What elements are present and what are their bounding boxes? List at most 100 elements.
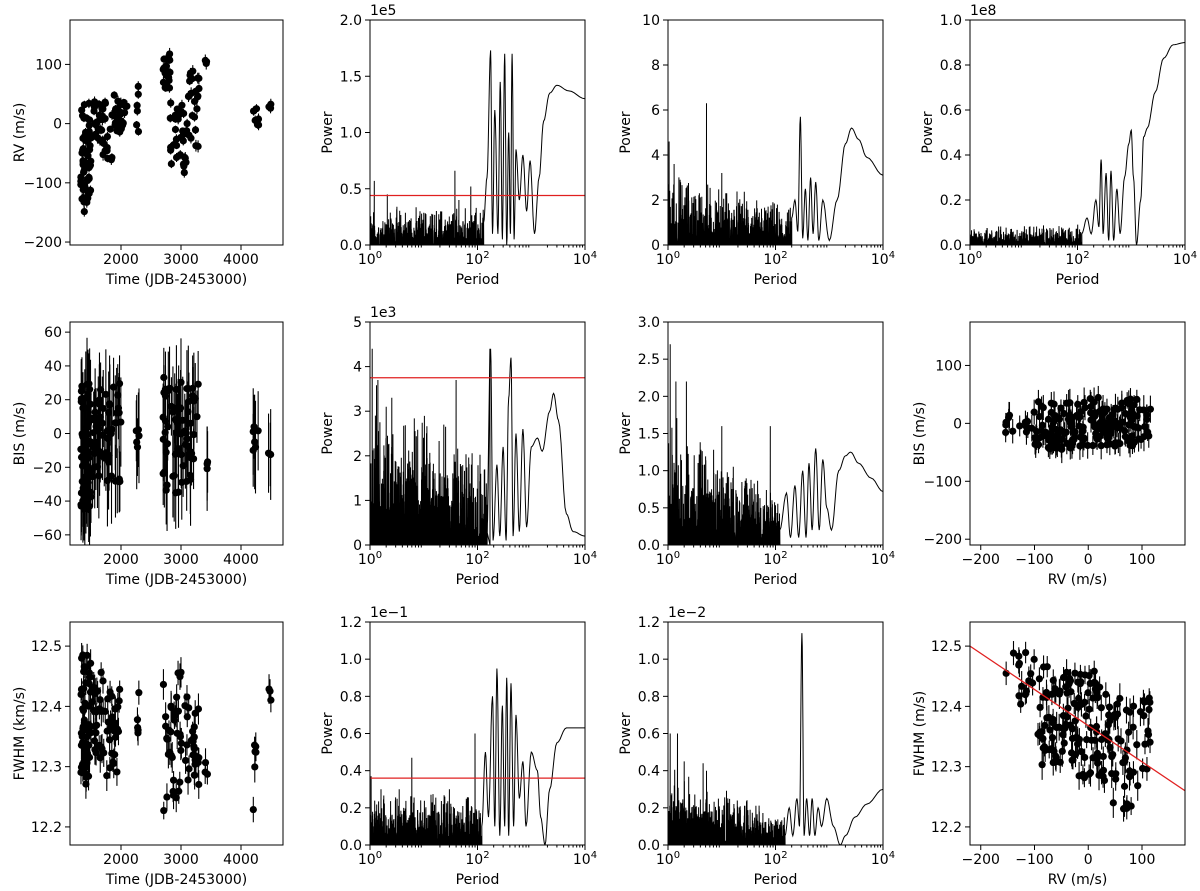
- tick-label: 0: [1084, 852, 1093, 868]
- tick-label: −60: [32, 528, 62, 544]
- data-point: [91, 408, 99, 416]
- y-axis-label: Power: [920, 111, 936, 154]
- data-point: [87, 414, 95, 422]
- data-point: [89, 706, 98, 715]
- tick-label: 0.4: [940, 148, 962, 164]
- plot-area: [970, 641, 1185, 822]
- tick-label: 100: [656, 850, 680, 868]
- tick-label: 12.3: [931, 760, 962, 776]
- tick-label: 0: [53, 427, 62, 443]
- tick-label: 4: [651, 148, 660, 164]
- data-point: [1062, 428, 1070, 436]
- data-point: [1045, 713, 1053, 721]
- data-point: [1139, 764, 1147, 773]
- tick-label: 12.5: [931, 639, 962, 655]
- data-point: [79, 157, 87, 165]
- tick-label: 2.5: [638, 352, 660, 368]
- data-point: [111, 419, 119, 427]
- tick-label: 0.5: [638, 501, 660, 517]
- data-point: [1075, 735, 1084, 744]
- tick-label: 102: [465, 550, 489, 568]
- data-point: [1028, 679, 1037, 687]
- chart-rv_time: 2000 3000 4000 −200 −100 0 100 Time (JDB-245300…: [12, 19, 284, 288]
- data-point: [1085, 671, 1093, 680]
- x-axis-label: Time (JDB-2453000): [105, 872, 248, 888]
- tick-label: 104: [573, 850, 597, 868]
- data-point: [115, 697, 123, 705]
- data-point: [134, 82, 142, 90]
- data-point: [1133, 412, 1141, 420]
- data-point: [1099, 766, 1108, 774]
- data-point: [111, 705, 119, 713]
- data-point: [85, 164, 93, 172]
- data-point: [107, 724, 115, 732]
- tick-label: 10: [642, 13, 660, 29]
- periodogram-line: [370, 50, 585, 245]
- data-point: [1144, 428, 1152, 436]
- data-point: [1015, 692, 1023, 700]
- data-point: [1113, 700, 1122, 708]
- axis-offset-label: 1e−2: [668, 605, 706, 621]
- data-point: [1116, 694, 1124, 703]
- data-point: [1057, 404, 1065, 412]
- data-point: [114, 404, 123, 412]
- x-axis-label: Period: [456, 572, 500, 588]
- data-point: [1060, 409, 1068, 418]
- data-point: [162, 486, 170, 494]
- data-point: [267, 696, 275, 704]
- data-point: [77, 173, 85, 181]
- tick-label: 0.4: [638, 764, 660, 780]
- data-point: [203, 458, 212, 466]
- data-point: [77, 729, 86, 737]
- data-point: [1068, 756, 1076, 764]
- data-point: [176, 730, 184, 738]
- data-point: [85, 173, 93, 182]
- data-point: [1121, 410, 1130, 418]
- data-point: [1030, 655, 1038, 663]
- data-point: [91, 102, 99, 110]
- data-point: [191, 771, 199, 779]
- data-point: [1048, 734, 1057, 742]
- data-point: [193, 105, 201, 113]
- data-point: [84, 772, 93, 780]
- data-point: [101, 99, 110, 107]
- data-point: [1071, 669, 1079, 677]
- plot-area: [77, 337, 275, 545]
- data-point: [194, 380, 202, 388]
- tick-label: 1.5: [340, 69, 362, 85]
- data-point: [184, 385, 192, 393]
- data-point: [81, 699, 89, 707]
- data-point: [1108, 753, 1116, 761]
- tick-label: 0.6: [638, 727, 660, 743]
- data-point: [77, 387, 86, 395]
- chart-rv_third: 100 102 104 0.0 0.2 0.4 0.6 0.8 1.0 Period Power 1e…: [920, 3, 1197, 288]
- data-point: [1058, 747, 1066, 755]
- data-point: [134, 90, 142, 98]
- data-point: [1085, 705, 1093, 713]
- tick-label: 100: [358, 250, 382, 268]
- data-point: [92, 121, 100, 129]
- data-point: [167, 160, 175, 168]
- data-point: [1106, 717, 1114, 725]
- data-point: [175, 787, 183, 795]
- data-point: [120, 98, 128, 107]
- tick-label: 12.5: [31, 639, 62, 655]
- data-point: [1009, 649, 1018, 657]
- x-axis-label: Period: [754, 872, 798, 888]
- data-point: [1031, 440, 1039, 448]
- tick-label: 6: [651, 103, 660, 119]
- chart-fwhm_window: 100 102 104 0.0 0.2 0.4 0.6 0.8 1.0 1.2 Period Powe…: [618, 605, 895, 888]
- data-point: [177, 746, 185, 755]
- tick-label: 2.0: [340, 13, 362, 29]
- periodogram-line: [370, 668, 585, 845]
- data-point: [117, 418, 125, 426]
- data-point: [171, 404, 179, 412]
- data-point: [133, 121, 141, 129]
- data-point: [1098, 409, 1107, 417]
- data-point: [107, 156, 115, 164]
- tick-label: 2000: [103, 852, 139, 868]
- data-point: [134, 426, 142, 434]
- data-point: [81, 441, 89, 449]
- data-point: [167, 146, 175, 154]
